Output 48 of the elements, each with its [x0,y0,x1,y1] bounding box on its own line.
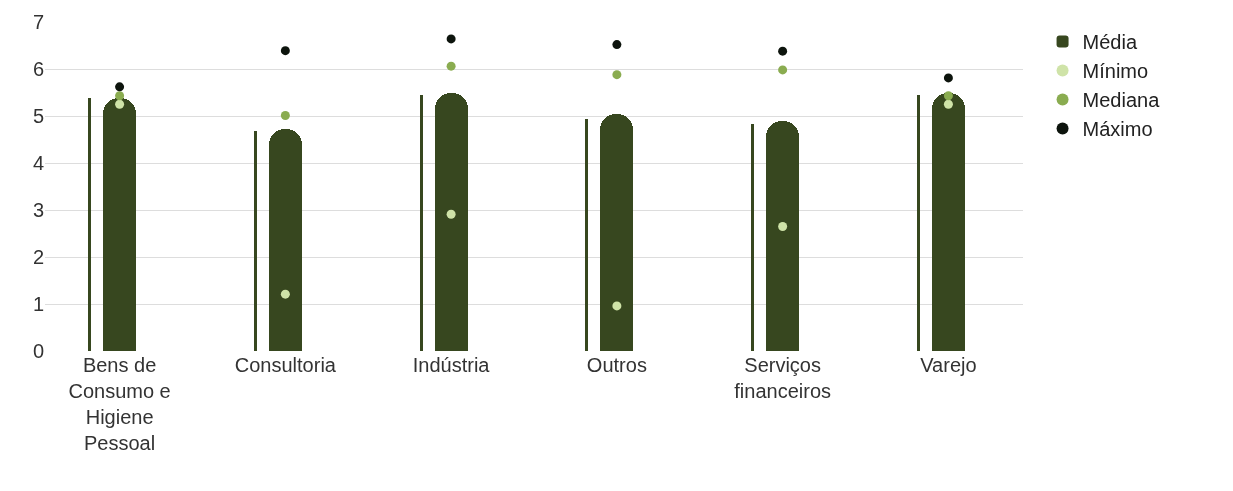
point [778,221,788,231]
x-tick-label: Varejo [920,354,977,376]
x-tick-label: Outros [586,354,647,376]
point [943,99,953,109]
legend-label: Máximo [1082,118,1153,141]
point [943,91,953,101]
y-tick-label: 5 [32,105,44,127]
point [778,46,788,56]
y-tick-label: 6 [32,58,44,80]
bar [932,93,965,351]
y-tick-label: 0 [32,340,44,362]
bar [269,129,302,351]
point [446,61,456,71]
point [280,289,290,299]
legend-label: Mediana [1082,89,1161,112]
point [280,46,290,56]
bar [420,95,423,351]
y-tick-label: 2 [32,246,44,268]
point [115,82,125,92]
point [778,65,788,75]
y-tick-label: 1 [32,293,44,315]
bar [254,131,257,351]
point [446,34,456,44]
point [612,70,622,80]
point [612,301,622,311]
x-tick-label: Bens de Consumo e Higiene Pessoal [68,354,171,454]
point [446,209,456,219]
y-tick-label: 3 [32,199,44,221]
bar [88,98,91,351]
x-tick-label: Indústria [412,354,491,376]
x-tick-label: Serviços financeiros [734,354,831,402]
y-tick-label: 4 [32,152,44,174]
point [943,73,953,83]
bar [600,114,633,351]
bar [917,95,920,351]
point [115,99,125,109]
bar [435,93,468,351]
point [280,111,290,121]
bar [751,124,754,351]
y-tick-label: 7 [32,11,44,33]
legend-label: Média [1082,31,1138,54]
legend-label: Mínimo [1082,60,1149,83]
point [115,91,125,101]
point [612,40,622,50]
bar [766,121,799,351]
bar [585,119,588,351]
x-tick-label: Consultoria [234,354,337,376]
bar [103,98,136,351]
